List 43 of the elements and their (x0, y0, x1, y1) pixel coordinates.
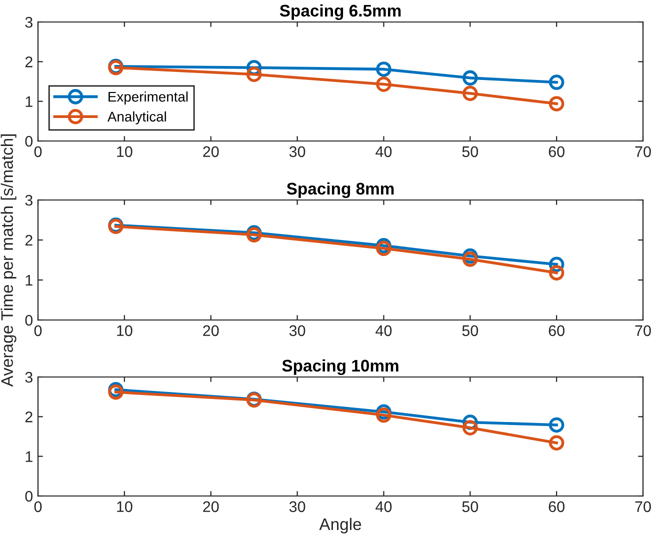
x-tick-label: 20 (203, 501, 219, 512)
x-tick-label: 60 (548, 501, 564, 512)
y-tick-label: 2 (25, 56, 32, 68)
y-tick-label: 1 (26, 96, 32, 107)
x-tick-label: 20 (203, 325, 219, 336)
y-axis-title: Average Time per match [s/match] (0, 134, 16, 387)
x-tick-label: 10 (117, 146, 132, 158)
x-tick-label: 40 (376, 325, 392, 336)
y-tick-label: 0 (25, 490, 33, 502)
y-tick-label: 2 (25, 412, 32, 422)
y-tick-label: 3 (25, 372, 32, 383)
x-tick-label: 40 (376, 501, 392, 512)
chart-title: Spacing 8mm (286, 182, 394, 198)
x-tick-label: 10 (117, 501, 132, 512)
chart-title: Spacing 6.5mm (280, 4, 401, 20)
y-tick-label: 2 (25, 234, 32, 246)
x-tick-label: 30 (289, 501, 306, 512)
y-tick-label: 1 (26, 451, 32, 462)
x-tick-label: 30 (289, 146, 306, 158)
y-tick-label: 3 (25, 16, 32, 28)
x-axis-title: Angle (319, 518, 362, 534)
x-tick-label: 10 (117, 325, 132, 336)
y-tick-label: 0 (25, 314, 33, 326)
y-tick-label: 0 (25, 136, 33, 147)
x-tick-label: 60 (548, 325, 564, 336)
x-tick-label: 0 (34, 501, 42, 512)
x-tick-label: 50 (462, 501, 478, 512)
x-tick-label: 40 (376, 146, 392, 158)
x-tick-label: 20 (203, 146, 219, 158)
x-tick-label: 70 (635, 146, 651, 158)
x-tick-label: 50 (462, 325, 478, 336)
legend-label: Experimental (108, 91, 188, 104)
x-tick-label: 0 (34, 146, 42, 158)
x-tick-label: 70 (635, 325, 651, 336)
x-tick-label: 30 (289, 325, 306, 336)
chart-title: Spacing 10mm (282, 359, 398, 375)
x-tick-label: 50 (462, 146, 478, 158)
y-tick-label: 3 (25, 194, 32, 206)
legend-label: Analytical (107, 111, 166, 124)
y-tick-label: 1 (26, 275, 32, 286)
x-tick-label: 70 (635, 501, 651, 512)
x-tick-label: 60 (548, 146, 564, 158)
x-tick-label: 0 (34, 325, 42, 336)
